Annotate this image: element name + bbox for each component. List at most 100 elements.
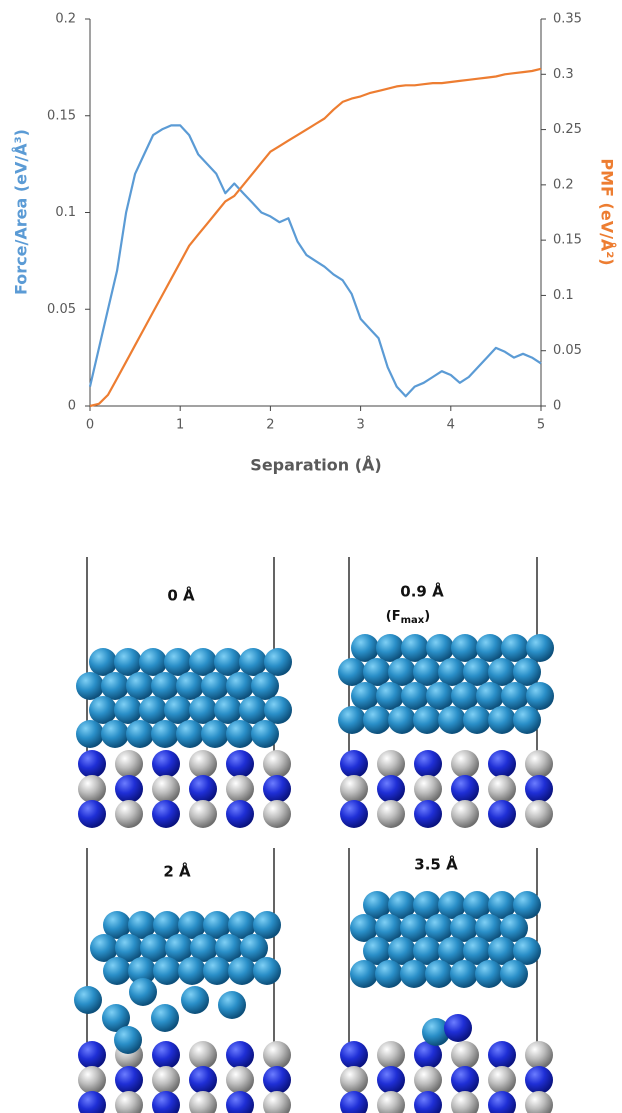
atom xyxy=(414,775,442,803)
atom xyxy=(115,1066,143,1094)
atom xyxy=(251,720,279,748)
atom xyxy=(413,937,441,965)
atom xyxy=(438,658,466,686)
atom xyxy=(74,986,102,1014)
atom xyxy=(102,1004,130,1032)
atom xyxy=(525,1091,553,1113)
atom xyxy=(226,1091,254,1113)
atom xyxy=(451,1066,479,1094)
atom xyxy=(414,750,442,778)
atom xyxy=(126,720,154,748)
atom xyxy=(263,800,291,828)
atom xyxy=(178,911,206,939)
atom xyxy=(501,682,529,710)
atom xyxy=(425,914,453,942)
atom xyxy=(426,682,454,710)
atom xyxy=(340,750,368,778)
atom xyxy=(451,750,479,778)
panel-label: 0.9 Å xyxy=(400,582,444,601)
x-tick-label: 2 xyxy=(266,418,274,433)
atom xyxy=(377,750,405,778)
y-tick-label: 0.2 xyxy=(55,12,76,27)
atom xyxy=(215,934,243,962)
atom xyxy=(340,1091,368,1113)
atom xyxy=(488,775,516,803)
atom xyxy=(525,775,553,803)
atom xyxy=(338,706,366,734)
atom xyxy=(377,800,405,828)
atom xyxy=(401,682,429,710)
atom xyxy=(139,648,167,676)
atom xyxy=(263,1066,291,1094)
atom xyxy=(115,934,143,962)
atom xyxy=(251,672,279,700)
atom xyxy=(152,775,180,803)
atom xyxy=(189,696,217,724)
atom xyxy=(413,891,441,919)
atom xyxy=(189,1091,217,1113)
atom xyxy=(451,634,479,662)
atom xyxy=(438,891,466,919)
atom xyxy=(425,960,453,988)
atom xyxy=(152,1041,180,1069)
atom xyxy=(525,1066,553,1094)
atom xyxy=(414,1066,442,1094)
atom xyxy=(388,937,416,965)
atom xyxy=(363,937,391,965)
atom xyxy=(78,750,106,778)
y2-axis-title: PMF (eV/Å²) xyxy=(598,158,617,265)
atom xyxy=(401,634,429,662)
atom xyxy=(513,937,541,965)
atom xyxy=(500,914,528,942)
atom xyxy=(164,648,192,676)
panel-label: 3.5 Å xyxy=(414,855,458,874)
atom xyxy=(152,1091,180,1113)
atom xyxy=(351,682,379,710)
atom xyxy=(451,775,479,803)
atom xyxy=(90,934,118,962)
y-tick-label: 0.15 xyxy=(47,108,76,123)
y2-tick-label: 0.05 xyxy=(553,343,582,358)
atom xyxy=(151,1004,179,1032)
atom xyxy=(350,914,378,942)
atom xyxy=(103,957,131,985)
atom xyxy=(375,914,403,942)
atom xyxy=(228,911,256,939)
y2-tick-label: 0.15 xyxy=(553,233,582,248)
panel-label: 0 Å xyxy=(167,586,195,605)
atom xyxy=(203,911,231,939)
atom xyxy=(78,1066,106,1094)
atom xyxy=(78,800,106,828)
note-sub: max xyxy=(401,615,425,626)
atom xyxy=(475,914,503,942)
atom xyxy=(203,957,231,985)
atom xyxy=(228,957,256,985)
panel-note: (Fmax) xyxy=(386,609,430,627)
atom xyxy=(101,720,129,748)
atom xyxy=(140,934,168,962)
atom xyxy=(101,672,129,700)
atom xyxy=(264,696,292,724)
atom xyxy=(263,1091,291,1113)
y-tick-label: 0.05 xyxy=(47,302,76,317)
atom xyxy=(340,1041,368,1069)
panel-label: 2 Å xyxy=(163,862,191,881)
atom xyxy=(128,957,156,985)
atom xyxy=(363,658,391,686)
series-line xyxy=(88,124,542,398)
atom xyxy=(340,800,368,828)
atom xyxy=(114,648,142,676)
atom xyxy=(114,696,142,724)
atom xyxy=(164,696,192,724)
atom xyxy=(451,1041,479,1069)
atom xyxy=(129,978,157,1006)
atom xyxy=(239,648,267,676)
atom xyxy=(114,1026,142,1054)
atom xyxy=(152,800,180,828)
atom xyxy=(475,960,503,988)
atom xyxy=(451,1091,479,1113)
atom xyxy=(263,750,291,778)
atom xyxy=(463,937,491,965)
atom xyxy=(240,934,268,962)
atom xyxy=(377,1041,405,1069)
